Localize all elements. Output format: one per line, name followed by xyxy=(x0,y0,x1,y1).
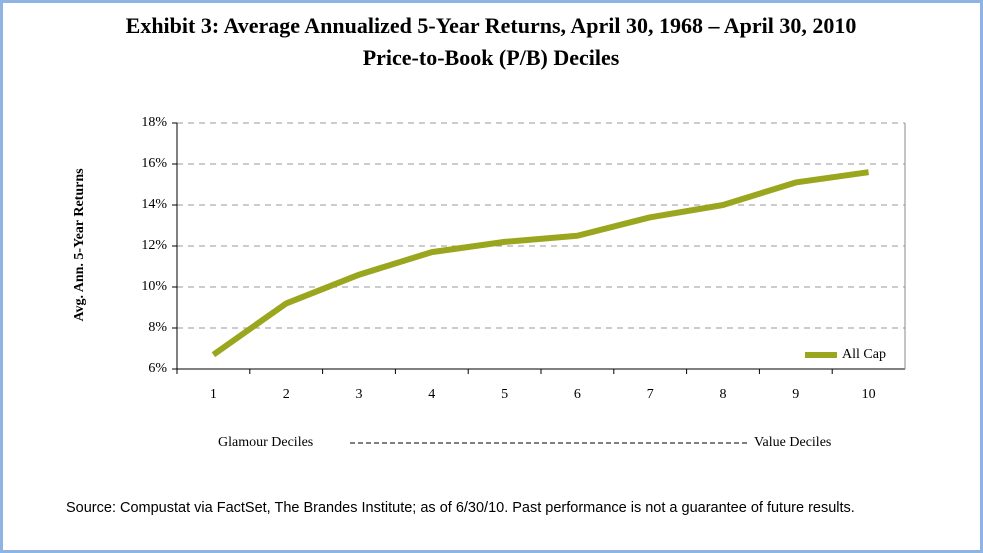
y-tick-label: 12% xyxy=(141,238,167,253)
chart-title: Exhibit 3: Average Annualized 5-Year Ret… xyxy=(126,13,857,38)
y-tick-label: 14% xyxy=(141,197,167,212)
x-tick-label: 10 xyxy=(862,387,876,402)
x-tick-label: 6 xyxy=(574,387,581,402)
y-axis-label: Avg. Ann. 5-Year Returns xyxy=(72,168,87,322)
x-label-right: Value Deciles xyxy=(754,435,831,450)
x-tick-label: 3 xyxy=(356,387,363,402)
y-tick-label: 6% xyxy=(148,361,167,376)
y-tick-label: 16% xyxy=(141,156,167,171)
y-tick-label: 18% xyxy=(141,115,167,130)
x-tick-label: 7 xyxy=(647,387,654,402)
y-tick-label: 8% xyxy=(148,320,167,335)
legend-label: All Cap xyxy=(842,347,886,362)
source-box: Source: Compustat via FactSet, The Brand… xyxy=(66,500,855,516)
y-tick-label: 10% xyxy=(141,279,167,294)
x-tick-label: 4 xyxy=(428,387,435,402)
x-tick-label: 9 xyxy=(792,387,799,402)
x-tick-label: 5 xyxy=(501,387,508,402)
chart-subtitle: Price-to-Book (P/B) Deciles xyxy=(363,45,620,70)
source-note: Source: Compustat via FactSet, The Brand… xyxy=(66,500,855,516)
x-tick-label: 1 xyxy=(210,387,217,402)
x-tick-label: 2 xyxy=(283,387,290,402)
x-label-left: Glamour Deciles xyxy=(218,435,313,450)
series-line xyxy=(211,169,870,358)
x-tick-label: 8 xyxy=(720,387,727,402)
